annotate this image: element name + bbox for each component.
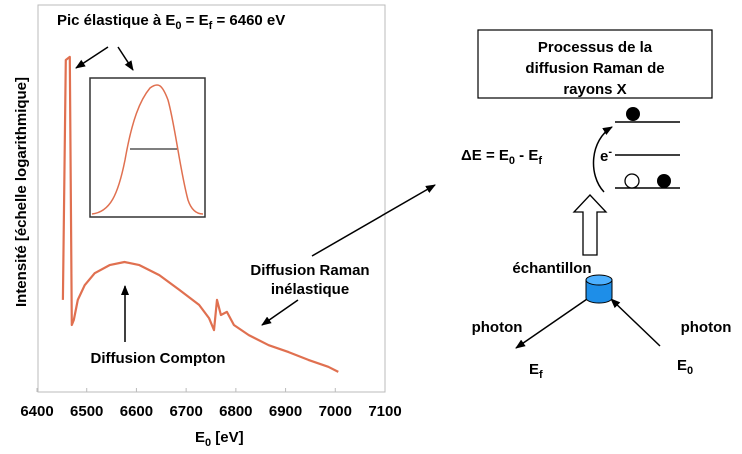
annotation: Pic élastique à E0 = Ef = 6460 eV [57,12,285,32]
text-part: 0 [509,155,515,167]
arrow [117,46,134,71]
delta-energy: ΔE = E0 - Ef [461,147,542,167]
box-line: Processus de la [538,39,653,56]
sample-label: échantillon [512,260,591,277]
excitation-arrow [572,194,608,256]
arrow [75,46,109,69]
spectrum-line [61,55,339,373]
x-tick-label: 6700 [169,403,202,420]
text-part: [eV] [211,429,244,446]
text-part: f [539,369,543,381]
arrow [610,298,661,347]
electron [626,107,640,121]
arrows [75,46,436,342]
x-tick-label: 6600 [120,403,153,420]
box-line: diffusion Raman de [525,60,664,77]
photon-label: photon [681,319,732,336]
x-tick-label: 6900 [269,403,302,420]
process-box [477,29,713,99]
electron-label: e- [600,146,612,165]
photon-label: photon [472,319,523,336]
text-part: Pic élastique à E [57,12,175,29]
text-part: Diffusion Raman [250,262,369,279]
x-tick-label: 7100 [368,403,401,420]
text-part: Diffusion Compton [91,350,226,367]
text-part: 0 [205,437,211,449]
box-line: rayons X [563,81,626,98]
energy-in: E0 [677,357,693,377]
text-part: 0 [175,20,181,32]
text-part: 0 [687,365,693,377]
x-tick-label: 6400 [20,403,53,420]
annotation: Diffusion Compton [91,350,226,367]
plot-area [36,55,386,392]
arrow [311,184,436,257]
text-part: inélastique [271,281,349,298]
text-part: E [529,361,539,378]
text-part: - [608,146,612,158]
arrow [261,299,299,326]
text-part: - E [515,147,538,164]
y-axis-label: Intensité [échelle logarithmique] [13,77,30,307]
text-part: E [195,429,205,446]
x-tick-label: 7000 [319,403,352,420]
x-tick-label: 6800 [219,403,252,420]
text-part: f [538,155,542,167]
hole [624,173,640,189]
text-part: ΔE = E [461,147,509,164]
text-part: E [677,357,687,374]
inset-curve [91,84,204,215]
plot-frame [37,4,386,393]
x-axis-label: E0 [eV] [195,429,244,449]
transition-arrow [592,126,613,193]
sample-top [585,274,613,286]
sample [585,279,613,304]
text-part: = E [182,12,209,29]
arrow [515,296,591,349]
annotation: inélastique [271,281,349,298]
energy-levels [615,121,680,189]
text-part: e [600,148,608,165]
annotation: Diffusion Raman [250,262,369,279]
energy-out: Ef [529,361,543,381]
text-part: f [209,20,213,32]
text-part: = 6460 eV [212,12,285,29]
x-tick-label: 6500 [70,403,103,420]
electron [657,174,671,188]
